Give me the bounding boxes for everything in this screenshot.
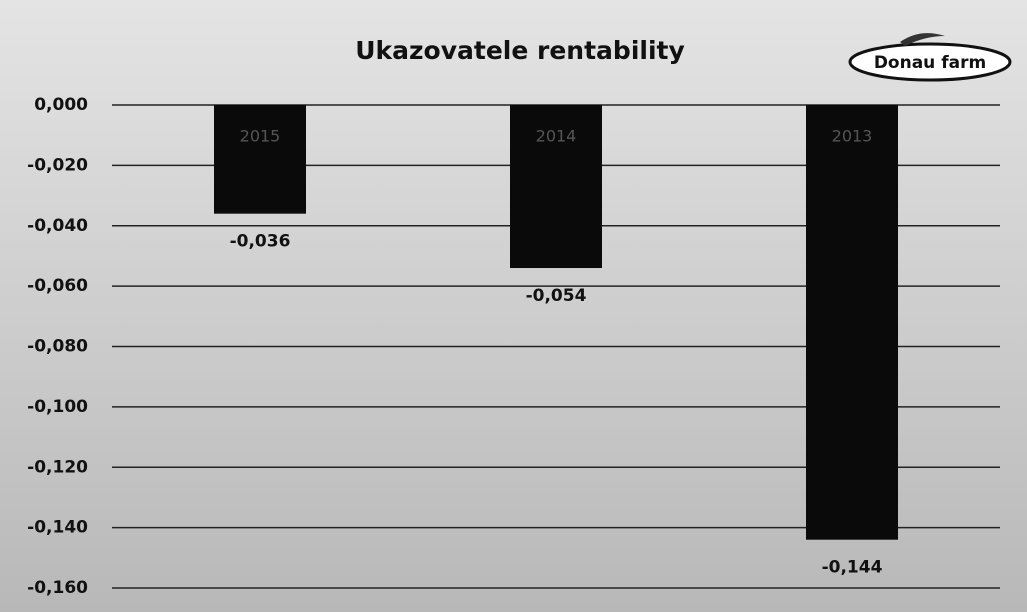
logo: Donau farm — [874, 53, 986, 73]
logo-leaf — [900, 33, 945, 46]
bar — [510, 105, 602, 269]
category-label: 2014 — [536, 127, 577, 146]
chart-title: Ukazovatele rentability — [355, 36, 685, 65]
y-tick-label: -0,020 — [27, 155, 88, 175]
y-tick-label: 0,000 — [34, 95, 88, 115]
value-label: -0,036 — [230, 232, 291, 252]
y-tick-label: -0,100 — [27, 397, 88, 417]
category-label: 2015 — [240, 127, 281, 146]
y-tick-label: -0,080 — [27, 337, 88, 357]
bar — [214, 105, 306, 214]
y-tick-label: -0,060 — [27, 276, 88, 296]
category-label: 2013 — [832, 127, 873, 146]
y-tick-label: -0,120 — [27, 457, 88, 477]
y-tick-label: -0,160 — [27, 578, 88, 598]
y-tick-label: -0,140 — [27, 518, 88, 538]
value-label: -0,144 — [822, 558, 883, 578]
value-label: -0,054 — [526, 286, 587, 306]
bar — [806, 105, 898, 540]
logo-outline — [848, 42, 1012, 82]
y-tick-label: -0,040 — [27, 216, 88, 236]
